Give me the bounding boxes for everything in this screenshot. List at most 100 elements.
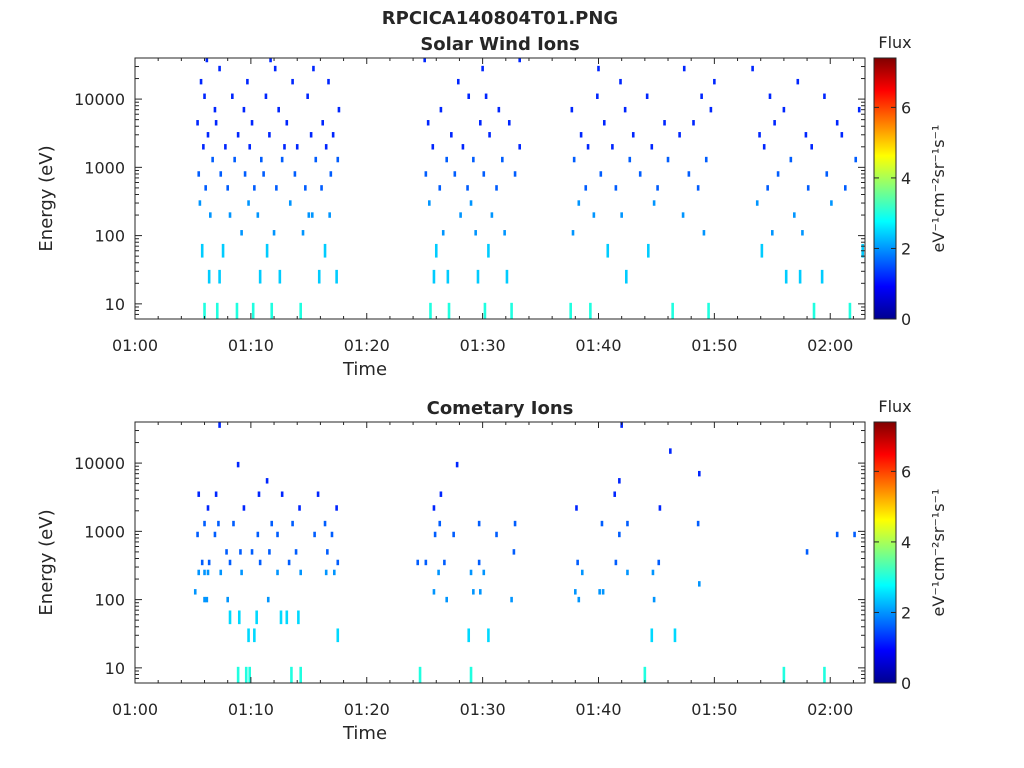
data-cell	[199, 78, 203, 85]
data-cell	[854, 156, 858, 163]
x-tick-label: 02:00	[807, 336, 853, 355]
x-tick-label: 01:30	[460, 336, 506, 355]
data-cell	[596, 93, 599, 99]
data-cell	[197, 569, 201, 576]
colorbar: Flux 0 2 4 6 eV⁻¹cm⁻²sr⁻¹s⁻¹	[873, 397, 948, 693]
data-cell	[597, 65, 600, 72]
data-cell	[276, 531, 279, 538]
data-cell	[602, 120, 606, 126]
data-cell	[326, 549, 329, 555]
data-cell	[840, 132, 844, 138]
data-cell	[258, 269, 262, 284]
data-cell	[481, 65, 484, 72]
data-cell	[209, 212, 212, 218]
data-cell	[323, 243, 327, 258]
data-cell	[228, 212, 232, 218]
data-cell	[700, 93, 703, 99]
data-cell	[600, 520, 604, 527]
data-cell	[484, 93, 488, 99]
data-cell	[280, 491, 284, 497]
data-cell	[569, 302, 572, 319]
data-cell	[432, 269, 436, 284]
data-cell	[423, 58, 426, 63]
data-cell	[438, 185, 442, 191]
data-cell	[848, 302, 852, 319]
x-tick-label: 01:00	[112, 336, 158, 355]
data-cell	[658, 505, 662, 511]
data-cell	[844, 185, 847, 191]
data-cell	[707, 302, 710, 319]
data-cell	[432, 589, 436, 595]
data-cell	[853, 531, 856, 538]
data-cell	[273, 65, 277, 72]
data-cell	[584, 185, 588, 191]
data-cell	[298, 505, 301, 511]
data-cell	[476, 269, 480, 284]
colorbar-tick-label: 6	[901, 98, 911, 117]
data-cell	[762, 144, 766, 150]
data-cell	[709, 106, 713, 113]
data-cell	[656, 185, 659, 191]
data-cell	[275, 185, 278, 191]
data-cell	[287, 559, 291, 566]
data-cell	[650, 144, 654, 150]
data-cell	[682, 65, 686, 72]
data-cell	[205, 596, 209, 603]
data-cell	[673, 628, 677, 643]
data-cell	[513, 171, 517, 177]
data-cell	[518, 144, 521, 150]
data-cell	[278, 269, 282, 284]
x-tick-label: 01:20	[344, 700, 390, 719]
panel-title: Cometary Ions	[427, 398, 574, 419]
data-cell	[497, 106, 501, 113]
colorbar-gradient	[873, 57, 897, 320]
data-cell	[652, 596, 656, 603]
data-cell	[279, 610, 283, 625]
data-cell	[702, 230, 706, 236]
data-cell	[447, 302, 451, 319]
data-cell	[265, 243, 269, 258]
data-cell	[312, 65, 315, 72]
colorbar-title: Flux	[878, 33, 911, 52]
data-cell	[574, 589, 577, 595]
data-cell	[466, 185, 469, 191]
data-cell	[236, 132, 240, 138]
data-cell	[317, 269, 321, 284]
data-cell	[329, 171, 333, 177]
data-cell	[472, 156, 475, 163]
data-cell	[482, 171, 486, 177]
data-cell	[247, 200, 250, 206]
data-cell	[211, 156, 214, 163]
x-tick-label: 01:50	[691, 336, 737, 355]
data-cell	[575, 505, 578, 511]
data-cell	[798, 269, 802, 284]
data-cell	[620, 212, 623, 218]
data-cell	[452, 531, 455, 538]
data-cell	[469, 569, 473, 576]
data-cell	[477, 559, 481, 566]
data-cell	[431, 144, 435, 150]
colorbar-units-label: eV⁻¹cm⁻²sr⁻¹s⁻¹	[929, 489, 948, 617]
data-cell	[438, 520, 442, 527]
data-cell	[269, 58, 272, 63]
data-cell	[217, 520, 220, 527]
data-cell	[219, 171, 223, 177]
data-cell	[755, 200, 759, 206]
data-cell	[614, 185, 618, 191]
colorbar-tick-label: 2	[901, 239, 911, 258]
data-cell	[650, 628, 654, 643]
plot-frame	[134, 57, 866, 320]
data-cell	[228, 559, 232, 566]
data-cell	[203, 596, 206, 603]
data-cell	[579, 132, 583, 138]
data-cell	[751, 65, 754, 72]
data-cells	[196, 58, 864, 319]
data-cell	[218, 269, 221, 284]
data-cell	[250, 549, 254, 555]
y-axis-label: Energy (eV)	[36, 145, 57, 251]
data-cell	[592, 212, 596, 218]
data-cell	[272, 230, 276, 236]
data-cell	[215, 302, 219, 319]
data-cell	[510, 302, 513, 319]
